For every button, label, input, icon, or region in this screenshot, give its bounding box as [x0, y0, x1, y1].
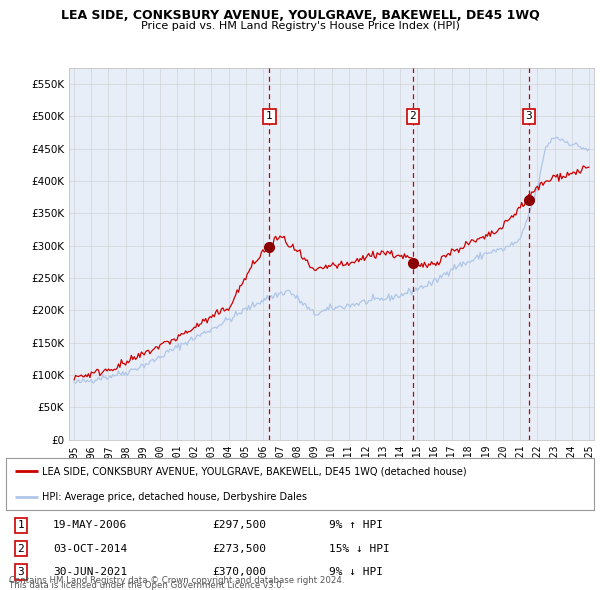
Text: 1: 1 — [17, 520, 24, 530]
Text: 19-MAY-2006: 19-MAY-2006 — [53, 520, 127, 530]
Text: 30-JUN-2021: 30-JUN-2021 — [53, 567, 127, 577]
Text: 1: 1 — [266, 112, 273, 122]
Text: £297,500: £297,500 — [212, 520, 266, 530]
Text: LEA SIDE, CONKSBURY AVENUE, YOULGRAVE, BAKEWELL, DE45 1WQ (detached house): LEA SIDE, CONKSBURY AVENUE, YOULGRAVE, B… — [43, 467, 467, 476]
Text: 3: 3 — [17, 567, 24, 577]
Text: 15% ↓ HPI: 15% ↓ HPI — [329, 544, 390, 553]
Text: 9% ↓ HPI: 9% ↓ HPI — [329, 567, 383, 577]
Text: 9% ↑ HPI: 9% ↑ HPI — [329, 520, 383, 530]
Text: £273,500: £273,500 — [212, 544, 266, 553]
Text: 3: 3 — [526, 112, 532, 122]
Text: HPI: Average price, detached house, Derbyshire Dales: HPI: Average price, detached house, Derb… — [43, 493, 307, 502]
Text: LEA SIDE, CONKSBURY AVENUE, YOULGRAVE, BAKEWELL, DE45 1WQ: LEA SIDE, CONKSBURY AVENUE, YOULGRAVE, B… — [61, 9, 539, 22]
Text: 2: 2 — [17, 544, 24, 553]
Text: 03-OCT-2014: 03-OCT-2014 — [53, 544, 127, 553]
Text: Price paid vs. HM Land Registry's House Price Index (HPI): Price paid vs. HM Land Registry's House … — [140, 21, 460, 31]
Text: Contains HM Land Registry data © Crown copyright and database right 2024.: Contains HM Land Registry data © Crown c… — [9, 576, 344, 585]
Text: 2: 2 — [410, 112, 416, 122]
Text: £370,000: £370,000 — [212, 567, 266, 577]
Text: This data is licensed under the Open Government Licence v3.0.: This data is licensed under the Open Gov… — [9, 581, 284, 590]
